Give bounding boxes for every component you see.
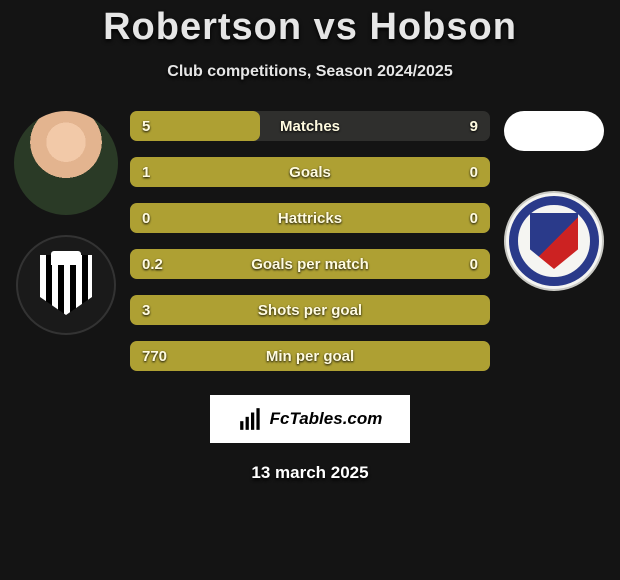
player-right-column	[494, 111, 614, 291]
brand-box: FcTables.com	[210, 395, 410, 443]
chart-icon	[238, 406, 264, 432]
player-left-avatar	[14, 111, 118, 215]
stat-row: 770Min per goal	[130, 341, 490, 371]
stat-row: 3Shots per goal	[130, 295, 490, 325]
stats-rows: 59Matches 10Goals 00Hattricks 0.20Goals per…	[130, 111, 490, 371]
stat-row: 0.20Goals per match	[130, 249, 490, 279]
stat-label: Matches	[130, 118, 490, 135]
player-left-club-badge	[16, 235, 116, 335]
stat-label: Goals	[130, 164, 490, 181]
subtitle: Club competitions, Season 2024/2025	[0, 63, 620, 81]
stat-label: Shots per goal	[130, 302, 490, 319]
stat-label: Min per goal	[130, 348, 490, 365]
page-title: Robertson vs Hobson	[0, 0, 620, 49]
stat-label: Hattricks	[130, 210, 490, 227]
stat-row: 59Matches	[130, 111, 490, 141]
player-right-avatar	[504, 111, 604, 151]
stat-row: 00Hattricks	[130, 203, 490, 233]
brand-text: FcTables.com	[270, 409, 383, 429]
comparison-panel: 59Matches 10Goals 00Hattricks 0.20Goals per…	[0, 111, 620, 371]
stat-row: 10Goals	[130, 157, 490, 187]
player-right-club-badge	[504, 191, 604, 291]
stat-label: Goals per match	[130, 256, 490, 273]
player-left-column	[6, 111, 126, 335]
date-text: 13 march 2025	[0, 463, 620, 483]
